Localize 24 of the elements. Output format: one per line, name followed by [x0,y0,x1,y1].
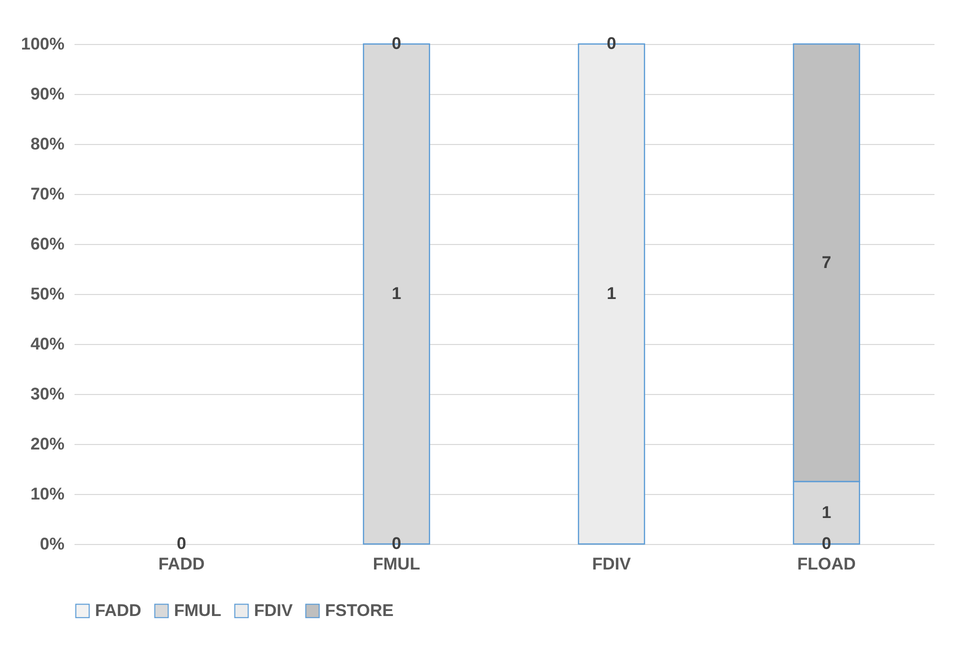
y-tick-label: 50% [30,284,64,304]
y-tick-label: 100% [21,34,64,54]
annotation: 1 [392,284,402,303]
y-tick-label: 40% [30,334,64,354]
x-tick-label: FADD [158,554,205,574]
annotation: 1 [606,284,616,303]
y-tick-label: 70% [30,184,64,204]
x-tick-label: FLOAD [797,554,856,574]
y-tick-label: 90% [30,84,64,104]
legend-label: FDIV [254,600,294,620]
annotation: 1 [822,502,832,522]
y-tick-label: 0% [40,534,64,554]
annotation: 0 [176,534,186,553]
x-tick-label: FDIV [592,554,632,574]
x-tick-label: FMUL [372,554,420,574]
y-tick-label: 20% [30,434,64,454]
annotation: 7 [822,252,832,272]
y-tick-label: 60% [30,234,64,254]
y-tick-label: 30% [30,384,64,404]
y-tick-label: 10% [30,484,64,504]
legend-label: FADD [95,600,142,620]
legend-label: FMUL [174,600,222,620]
legend-label: FSTORE [325,600,394,620]
y-tick-label: 80% [30,134,64,154]
